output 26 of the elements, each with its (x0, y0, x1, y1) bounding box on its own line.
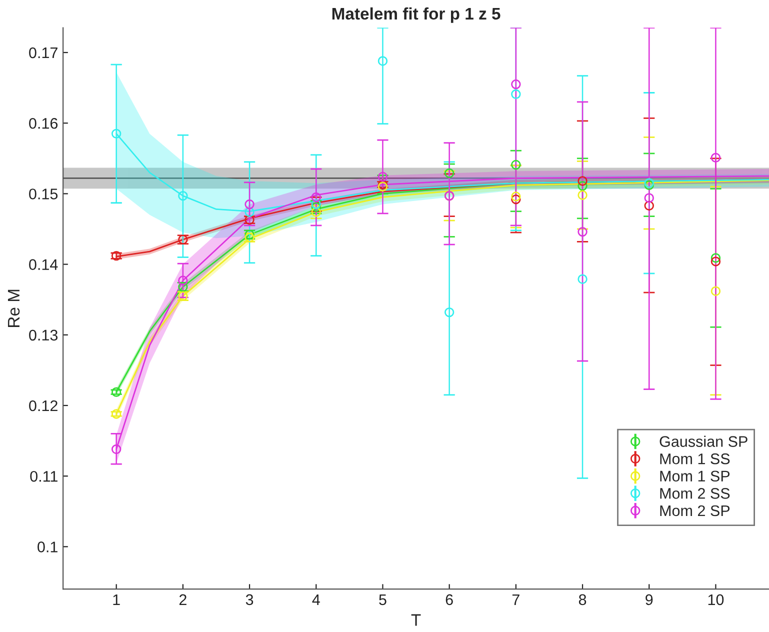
x-tick-label: 3 (246, 594, 254, 606)
x-tick-label: 10 (708, 594, 724, 606)
x-axis-title: T (411, 614, 421, 626)
x-tick-label: 1 (113, 594, 120, 605)
legend-label: Gaussian SP (660, 436, 748, 447)
y-axis-title: Re M (8, 290, 20, 327)
x-tick-label: 8 (578, 594, 586, 606)
x-tick-label: 7 (512, 594, 520, 605)
legend-label: Mom 1 SS (660, 453, 730, 464)
y-tick-label: 0.15 (29, 188, 58, 200)
x-tick-label: 9 (646, 594, 653, 606)
legend-label: Mom 2 SS (660, 488, 730, 499)
y-tick-label: 0.17 (29, 47, 58, 58)
y-tick-label: 0.14 (29, 259, 58, 270)
y-tick-label: 0.16 (29, 118, 58, 129)
legend-label: Mom 1 SP (660, 470, 730, 482)
y-tick-label: 0.11 (30, 470, 58, 482)
x-tick-label: 4 (312, 594, 320, 605)
x-tick-label: 5 (379, 594, 386, 606)
chart-title: Matelem fit for p 1 z 5 (332, 7, 500, 23)
y-tick-label: 0.1 (38, 542, 58, 552)
x-tick-label: 2 (179, 594, 186, 605)
y-tick-label: 0.12 (29, 400, 58, 412)
legend-label: Mom 2 SP (660, 505, 730, 516)
x-tick-label: 6 (446, 594, 453, 606)
y-tick-label: 0.13 (29, 330, 58, 341)
